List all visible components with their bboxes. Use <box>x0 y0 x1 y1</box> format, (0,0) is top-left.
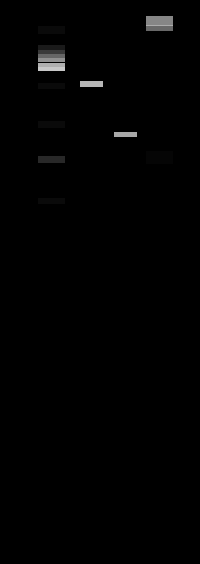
Bar <box>38 59 64 62</box>
Bar <box>38 121 64 127</box>
Text: 12: 12 <box>4 197 15 205</box>
Bar <box>38 54 64 58</box>
Bar <box>38 63 64 67</box>
Bar <box>114 133 136 137</box>
Text: 40-: 40- <box>4 155 18 164</box>
Text: 180: 180 <box>4 50 21 59</box>
Bar <box>146 151 172 164</box>
Bar <box>146 16 172 26</box>
Bar <box>38 68 64 71</box>
Text: 66-: 66- <box>4 120 18 129</box>
Text: -ARPC1B: -ARPC1B <box>173 153 200 162</box>
Bar <box>38 26 64 34</box>
Bar <box>38 50 64 54</box>
Bar <box>38 82 64 89</box>
Bar <box>38 198 64 204</box>
Bar <box>80 81 103 87</box>
Text: 230: 230 <box>4 25 21 34</box>
Text: 116-: 116- <box>4 81 24 90</box>
Bar <box>146 25 172 31</box>
Bar <box>38 45 64 50</box>
Bar <box>38 156 64 162</box>
